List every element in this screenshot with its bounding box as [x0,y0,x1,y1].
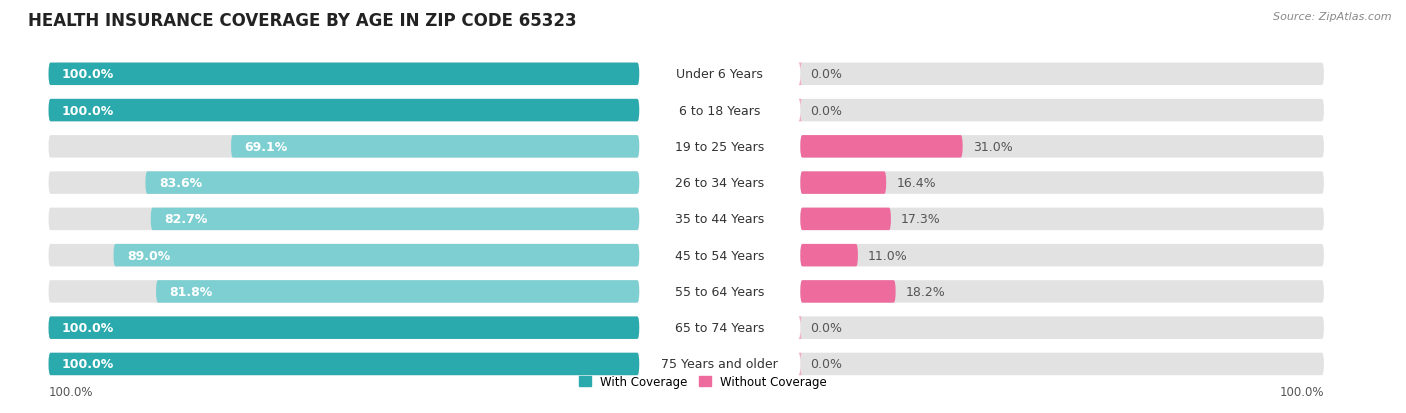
Text: 0.0%: 0.0% [810,358,842,370]
FancyBboxPatch shape [49,353,640,375]
Text: 31.0%: 31.0% [973,140,1012,154]
FancyBboxPatch shape [800,244,1324,267]
FancyBboxPatch shape [49,208,640,230]
FancyBboxPatch shape [49,353,640,375]
FancyBboxPatch shape [156,280,640,303]
FancyBboxPatch shape [49,64,640,86]
Text: 55 to 64 Years: 55 to 64 Years [675,285,765,298]
Text: 45 to 54 Years: 45 to 54 Years [675,249,765,262]
Text: 100.0%: 100.0% [62,321,114,335]
Text: HEALTH INSURANCE COVERAGE BY AGE IN ZIP CODE 65323: HEALTH INSURANCE COVERAGE BY AGE IN ZIP … [28,12,576,30]
FancyBboxPatch shape [800,172,1324,195]
FancyBboxPatch shape [799,353,803,375]
Text: Under 6 Years: Under 6 Years [676,68,763,81]
FancyBboxPatch shape [800,280,896,303]
FancyBboxPatch shape [800,208,891,230]
FancyBboxPatch shape [49,280,640,303]
FancyBboxPatch shape [114,244,640,267]
FancyBboxPatch shape [49,64,640,86]
FancyBboxPatch shape [49,100,640,122]
Text: 69.1%: 69.1% [245,140,288,154]
FancyBboxPatch shape [49,172,640,195]
Text: 0.0%: 0.0% [810,68,842,81]
FancyBboxPatch shape [800,244,858,267]
Text: 65 to 74 Years: 65 to 74 Years [675,321,765,335]
Text: 0.0%: 0.0% [810,104,842,117]
Text: 100.0%: 100.0% [62,104,114,117]
Text: 75 Years and older: 75 Years and older [661,358,778,370]
Text: 16.4%: 16.4% [896,177,936,190]
Text: 35 to 44 Years: 35 to 44 Years [675,213,765,226]
FancyBboxPatch shape [231,136,640,158]
FancyBboxPatch shape [800,317,1324,339]
Text: 6 to 18 Years: 6 to 18 Years [679,104,761,117]
Text: 18.2%: 18.2% [905,285,945,298]
FancyBboxPatch shape [800,100,1324,122]
Text: 26 to 34 Years: 26 to 34 Years [675,177,765,190]
Text: 83.6%: 83.6% [159,177,202,190]
FancyBboxPatch shape [800,353,1324,375]
FancyBboxPatch shape [49,317,640,339]
FancyBboxPatch shape [800,280,1324,303]
Text: 100.0%: 100.0% [62,68,114,81]
FancyBboxPatch shape [799,64,803,86]
Text: 100.0%: 100.0% [62,358,114,370]
FancyBboxPatch shape [800,136,963,158]
FancyBboxPatch shape [145,172,640,195]
Text: 19 to 25 Years: 19 to 25 Years [675,140,765,154]
Text: 82.7%: 82.7% [165,213,208,226]
Text: 100.0%: 100.0% [49,385,93,398]
Text: 17.3%: 17.3% [901,213,941,226]
Legend: With Coverage, Without Coverage: With Coverage, Without Coverage [574,370,832,392]
FancyBboxPatch shape [49,244,640,267]
Text: 81.8%: 81.8% [170,285,212,298]
Text: 0.0%: 0.0% [810,321,842,335]
FancyBboxPatch shape [800,208,1324,230]
FancyBboxPatch shape [800,64,1324,86]
FancyBboxPatch shape [799,100,803,122]
FancyBboxPatch shape [49,136,640,158]
FancyBboxPatch shape [49,100,640,122]
FancyBboxPatch shape [49,317,640,339]
FancyBboxPatch shape [150,208,640,230]
Text: 89.0%: 89.0% [127,249,170,262]
Text: 100.0%: 100.0% [1279,385,1324,398]
FancyBboxPatch shape [800,172,886,195]
FancyBboxPatch shape [800,136,1324,158]
FancyBboxPatch shape [799,317,803,339]
Text: Source: ZipAtlas.com: Source: ZipAtlas.com [1274,12,1392,22]
Text: 11.0%: 11.0% [868,249,908,262]
